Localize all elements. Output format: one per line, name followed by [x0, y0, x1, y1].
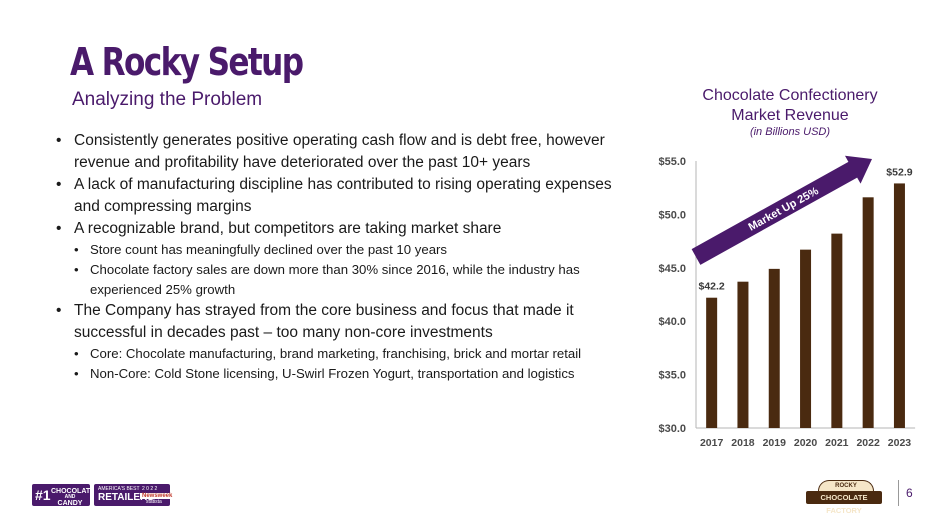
logo-bar: CHOCOLATE FACTORY — [806, 491, 882, 515]
chart-title-line2: Market Revenue — [731, 107, 849, 124]
sub-bullet-text: Non-Core: Cold Stone licensing, U-Swirl … — [90, 366, 575, 381]
badge-line1: CHOCOLATE — [51, 488, 95, 495]
market-up-arrow: Market Up 25% — [691, 155, 872, 265]
bullet-text: Consistently generates positive operatin… — [74, 132, 605, 171]
chart-title: Chocolate Confectionery Market Revenue — [680, 86, 900, 126]
bar-2017 — [706, 297, 718, 428]
badge-rank: #1 — [35, 487, 51, 503]
x-tick-label: 2022 — [856, 437, 880, 449]
badge2-year: 2 0 2 2 — [142, 486, 158, 492]
x-tick-label: 2023 — [888, 437, 912, 449]
bullet-item: • The Company has strayed from the core b… — [56, 300, 616, 344]
page-number: 6 — [906, 486, 913, 500]
sub-bullet-text: Core: Chocolate manufacturing, brand mar… — [90, 346, 582, 361]
arrow-annotation: Market Up 25% — [747, 185, 821, 234]
newsweek-logo: Newsweek — [140, 493, 175, 499]
sub-bullet-marker: • — [74, 346, 79, 361]
bullet-text: The Company has strayed from the core bu… — [74, 302, 574, 341]
bullet-marker: • — [56, 220, 62, 237]
arrow-shape — [691, 155, 872, 265]
statista-logo: statista — [146, 499, 162, 505]
sub-bullet-item: • Chocolate factory sales are down more t… — [56, 260, 616, 300]
y-tick-label: $50.0 — [658, 209, 686, 221]
sub-bullet-item: • Store count has meaningfully declined o… — [56, 240, 616, 260]
bullet-item: • A recognizable brand, but competitors a… — [56, 218, 616, 240]
slide-title: A Rocky Setup — [70, 40, 304, 84]
x-tick-label: 2020 — [794, 437, 818, 449]
x-tick-label: 2021 — [825, 437, 849, 449]
bar-2018 — [737, 281, 749, 428]
x-tick-label: 2019 — [763, 437, 787, 449]
bullet-text: A recognizable brand, but competitors ar… — [74, 220, 502, 237]
y-tick-label: $40.0 — [658, 316, 686, 328]
logo-arch: ROCKY MOUNTAIN — [818, 480, 874, 500]
y-tick-label: $45.0 — [658, 263, 686, 275]
x-tick-label: 2017 — [700, 437, 724, 449]
sub-bullet-marker: • — [74, 366, 79, 381]
badge-line2: AND — [64, 494, 76, 500]
bullet-list: • Consistently generates positive operati… — [56, 130, 616, 384]
bar-2019 — [768, 268, 780, 428]
y-tick-label: $30.0 — [658, 423, 686, 435]
badge2-main: RETAILERS — [98, 492, 154, 503]
data-label-2023: $52.9 — [886, 166, 912, 178]
sub-bullet-marker: • — [74, 242, 79, 257]
number-one-badge: #1 CHOCOLATE AND CANDY SHOP — [32, 484, 95, 514]
badge2-top: AMERICA'S BEST — [98, 486, 140, 492]
bullet-item: • A lack of manufacturing discipline has … — [56, 174, 616, 218]
bar-2020 — [800, 249, 812, 428]
x-tick-label: 2018 — [731, 437, 755, 449]
chart-subtitle: (in Billions USD) — [749, 126, 831, 138]
sub-bullet-text: Chocolate factory sales are down more th… — [90, 262, 580, 297]
slide-subtitle: Analyzing the Problem — [72, 89, 263, 110]
bullet-marker: • — [56, 302, 62, 319]
bullet-text: A lack of manufacturing discipline has c… — [74, 176, 612, 215]
footer-divider — [898, 480, 899, 506]
sub-bullet-item: • Core: Chocolate manufacturing, brand ma… — [56, 344, 616, 364]
bullet-marker: • — [56, 132, 62, 149]
bar-2022 — [862, 197, 874, 428]
bar-2021 — [831, 233, 843, 428]
chart-title-line1: Chocolate Confectionery — [702, 87, 878, 104]
revenue-bar-chart: $30.0 $35.0 $40.0 $45.0 $50.0 $55.0 2017 $42.2 2… — [658, 155, 916, 449]
sub-bullet-marker: • — [74, 262, 79, 277]
data-label-2017: $42.2 — [699, 281, 725, 293]
badge-text: CHOCOLATE AND CANDY SHOP — [51, 488, 95, 514]
sub-bullet-text: Store count has meaningfully declined ov… — [90, 242, 448, 257]
y-tick-label: $35.0 — [658, 370, 686, 382]
bar-2023 — [893, 183, 905, 428]
y-tick-label: $55.0 — [658, 156, 686, 168]
sub-bullet-item: • Non-Core: Cold Stone licensing, U-Swirl… — [56, 364, 616, 384]
best-retailers-badge: AMERICA'S BEST RETAILERS 2 0 2 2 Newswee… — [94, 484, 175, 506]
bullet-marker: • — [56, 176, 62, 193]
company-logo: ROCKY MOUNTAIN CHOCOLATE FACTORY — [806, 480, 884, 515]
bullet-item: • Consistently generates positive operati… — [56, 130, 616, 174]
badge-line3: CANDY SHOP — [57, 500, 83, 514]
